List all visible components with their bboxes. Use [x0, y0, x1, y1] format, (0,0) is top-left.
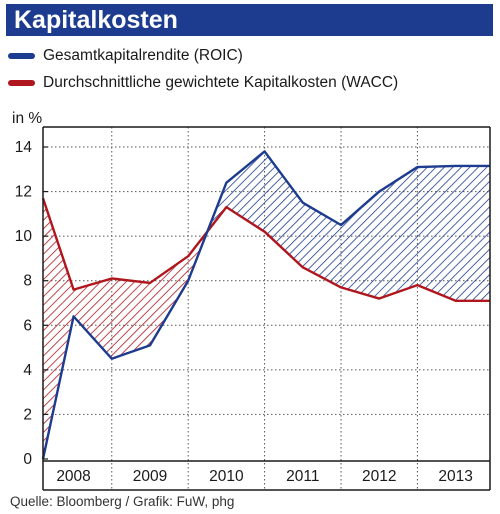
- roic-above-wacc-area: [455, 165, 490, 301]
- x-tick-label: 2012: [362, 468, 396, 485]
- y-tick-label: 12: [15, 184, 32, 201]
- y-tick-label: 6: [23, 317, 32, 334]
- y-tick-label: 14: [15, 139, 33, 156]
- series: [41, 150, 490, 460]
- line-chart: 0 2 4 6 8 10 12 14 2008 2009 2010 2011 2012 2013: [15, 126, 491, 491]
- wacc-above-roic-area: [73, 278, 112, 359]
- y-tick-label: 2: [23, 406, 32, 423]
- roic-above-wacc-area: [302, 202, 341, 288]
- legend-label-roic: Gesamtkapitalrendite (ROIC): [43, 47, 243, 64]
- series-line-wacc: [41, 197, 490, 302]
- x-tick-label: 2009: [133, 468, 167, 485]
- y-axis-ticks: 0 2 4 6 8 10 12 14: [15, 139, 33, 468]
- x-axis-ticks: 2008 2009 2010 2011 2012 2013: [56, 468, 473, 485]
- x-tick-label: 2008: [56, 468, 90, 485]
- y-tick-label: 10: [15, 228, 33, 245]
- y-axis-unit-label: in %: [12, 110, 43, 127]
- wacc-above-roic-area: [111, 278, 150, 359]
- roic-above-wacc-area: [226, 151, 265, 232]
- y-tick-label: 0: [23, 451, 32, 468]
- x-tick-label: 2011: [286, 468, 319, 485]
- y-tick-label: 4: [23, 362, 32, 379]
- x-tick-label: 2013: [438, 468, 472, 485]
- y-tick-label: 8: [23, 273, 32, 290]
- legend-item-wacc: Durchschnittliche gewichtete Kapitalkost…: [8, 72, 398, 94]
- roic-above-wacc-area: [417, 165, 456, 301]
- source-note: Quelle: Bloomberg / Grafik: FuW, phg: [10, 494, 235, 509]
- wacc-above-roic-area: [43, 198, 74, 459]
- chart-title: Kapitalkosten: [6, 4, 493, 36]
- wacc-above-roic-area: [149, 256, 189, 346]
- legend-swatch-wacc: [8, 80, 35, 86]
- axes: [42, 126, 491, 491]
- legend-item-roic: Gesamtkapitalrendite (ROIC): [8, 45, 243, 67]
- roic-above-wacc-area: [264, 151, 303, 268]
- roic-above-wacc-area: [341, 191, 380, 299]
- legend-label-wacc: Durchschnittliche gewichtete Kapitalkost…: [43, 74, 399, 91]
- x-tick-label: 2010: [209, 468, 244, 485]
- spread-fill: [43, 151, 490, 459]
- series-line-roic: [41, 150, 490, 460]
- roic-above-wacc-area: [379, 167, 418, 299]
- legend-swatch-roic: [8, 53, 35, 59]
